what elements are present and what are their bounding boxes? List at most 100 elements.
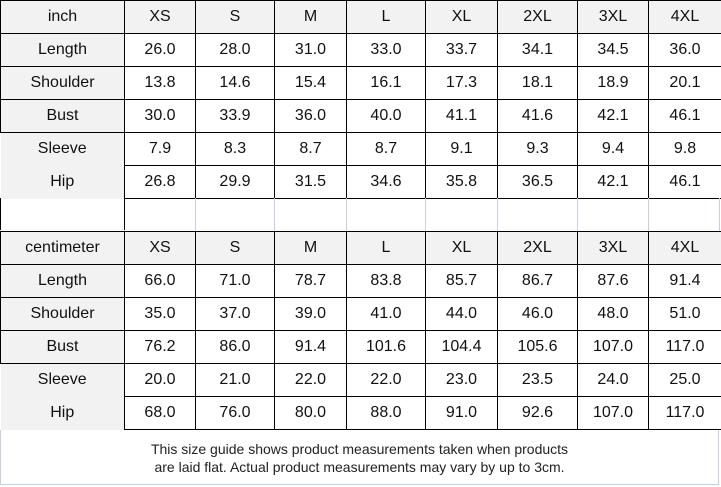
measurement-value: 35.0 [124, 297, 196, 331]
measurement-label: Length [0, 264, 125, 298]
measurement-value: 104.4 [425, 330, 498, 364]
measurement-value: 33.9 [195, 99, 275, 133]
table-row: Bust 30.0 33.9 36.0 40.0 41.1 41.6 42.1 46.1 [0, 99, 721, 133]
measurement-value: 26.8 [124, 165, 196, 199]
unit-label: centimeter [0, 231, 125, 265]
measurement-value: 76.0 [195, 396, 275, 430]
measurement-value: 24.0 [577, 363, 649, 397]
measurement-value: 31.5 [274, 165, 347, 199]
spacer-row [0, 198, 721, 231]
measurement-value: 36.5 [497, 165, 578, 199]
note-line-2: are laid flat. Actual product measuremen… [154, 459, 565, 475]
inch-size-table: inch XS S M L XL 2XL 3XL 4XL Length 26.0 28.0 31.0 33… [0, 0, 721, 199]
measurement-value: 23.0 [425, 363, 498, 397]
measurement-value: 37.0 [195, 297, 275, 331]
size-header: M [274, 0, 347, 34]
measurement-value: 91.4 [274, 330, 347, 364]
measurement-value: 8.3 [195, 132, 275, 166]
measurement-value: 7.9 [124, 132, 196, 166]
measurement-value: 8.7 [346, 132, 426, 166]
measurement-label: Hip [0, 165, 125, 199]
table-row: Sleeve 7.9 8.3 8.7 8.7 9.1 9.3 9.4 9.8 [0, 132, 721, 166]
measurement-label: Bust [0, 330, 125, 364]
measurement-label: Hip [0, 396, 125, 430]
measurement-value: 86.0 [195, 330, 275, 364]
measurement-value: 80.0 [274, 396, 347, 430]
measurement-value: 9.3 [497, 132, 578, 166]
size-guide-note: This size guide shows product measuremen… [0, 430, 719, 485]
measurement-value: 18.9 [577, 66, 649, 100]
measurement-value: 31.0 [274, 33, 347, 67]
header-row: centimeter XS S M L XL 2XL 3XL 4XL [0, 231, 721, 265]
table-row: Hip 68.0 76.0 80.0 88.0 91.0 92.6 107.0 117.0 [0, 396, 721, 430]
size-header: 3XL [577, 0, 649, 34]
measurement-value: 44.0 [425, 297, 498, 331]
size-header: 2XL [497, 0, 578, 34]
measurement-value: 117.0 [648, 330, 721, 364]
measurement-value: 107.0 [577, 396, 649, 430]
measurement-value: 22.0 [274, 363, 347, 397]
centimeter-size-table: centimeter XS S M L XL 2XL 3XL 4XL Length 66.0 71.0… [0, 231, 721, 430]
table-row: Length 66.0 71.0 78.7 83.8 85.7 86.7 87.6 91.4 [0, 264, 721, 298]
measurement-value: 20.1 [648, 66, 721, 100]
table-row: Sleeve 20.0 21.0 22.0 22.0 23.0 23.5 24.0 25.0 [0, 363, 721, 397]
measurement-value: 41.0 [346, 297, 426, 331]
size-header: XL [425, 0, 498, 34]
header-row: inch XS S M L XL 2XL 3XL 4XL [0, 0, 721, 34]
size-header: 4XL [648, 231, 721, 265]
measurement-value: 8.7 [274, 132, 347, 166]
measurement-value: 78.7 [274, 264, 347, 298]
measurement-label: Shoulder [0, 66, 125, 100]
measurement-value: 83.8 [346, 264, 426, 298]
table-row: Shoulder 13.8 14.6 15.4 16.1 17.3 18.1 18.9 20.1 [0, 66, 721, 100]
measurement-value: 76.2 [124, 330, 196, 364]
measurement-value: 86.7 [497, 264, 578, 298]
measurement-value: 48.0 [577, 297, 649, 331]
measurement-value: 16.1 [346, 66, 426, 100]
measurement-value: 21.0 [195, 363, 275, 397]
measurement-value: 34.6 [346, 165, 426, 199]
measurement-label: Length [0, 33, 125, 67]
measurement-value: 88.0 [346, 396, 426, 430]
measurement-value: 66.0 [124, 264, 196, 298]
measurement-value: 117.0 [648, 396, 721, 430]
size-header: 4XL [648, 0, 721, 34]
measurement-value: 23.5 [497, 363, 578, 397]
size-header: L [346, 231, 426, 265]
measurement-label: Shoulder [0, 297, 125, 331]
measurement-value: 91.4 [648, 264, 721, 298]
measurement-label: Sleeve [0, 363, 125, 397]
measurement-value: 42.1 [577, 165, 649, 199]
measurement-value: 36.0 [274, 99, 347, 133]
measurement-value: 91.0 [425, 396, 498, 430]
size-header: XL [425, 231, 498, 265]
measurement-value: 41.1 [425, 99, 498, 133]
measurement-value: 22.0 [346, 363, 426, 397]
measurement-value: 107.0 [577, 330, 649, 364]
table-row: Length 26.0 28.0 31.0 33.0 33.7 34.1 34.5 36.0 [0, 33, 721, 67]
measurement-value: 9.1 [425, 132, 498, 166]
measurement-value: 101.6 [346, 330, 426, 364]
measurement-value: 25.0 [648, 363, 721, 397]
measurement-value: 18.1 [497, 66, 578, 100]
measurement-value: 30.0 [124, 99, 196, 133]
size-header: XS [124, 0, 196, 34]
size-header: S [195, 231, 275, 265]
measurement-value: 9.4 [577, 132, 649, 166]
table-row: Hip 26.8 29.9 31.5 34.6 35.8 36.5 42.1 46.1 [0, 165, 721, 199]
size-header: M [274, 231, 347, 265]
measurement-value: 68.0 [124, 396, 196, 430]
table-row: Shoulder 35.0 37.0 39.0 41.0 44.0 46.0 48.0 51.0 [0, 297, 721, 331]
measurement-value: 34.5 [577, 33, 649, 67]
measurement-value: 36.0 [648, 33, 721, 67]
measurement-value: 46.0 [497, 297, 578, 331]
measurement-value: 17.3 [425, 66, 498, 100]
measurement-value: 9.8 [648, 132, 721, 166]
measurement-value: 51.0 [648, 297, 721, 331]
measurement-value: 87.6 [577, 264, 649, 298]
size-header: 2XL [497, 231, 578, 265]
measurement-value: 15.4 [274, 66, 347, 100]
measurement-value: 34.1 [497, 33, 578, 67]
measurement-value: 40.0 [346, 99, 426, 133]
note-line-1: This size guide shows product measuremen… [150, 441, 569, 457]
